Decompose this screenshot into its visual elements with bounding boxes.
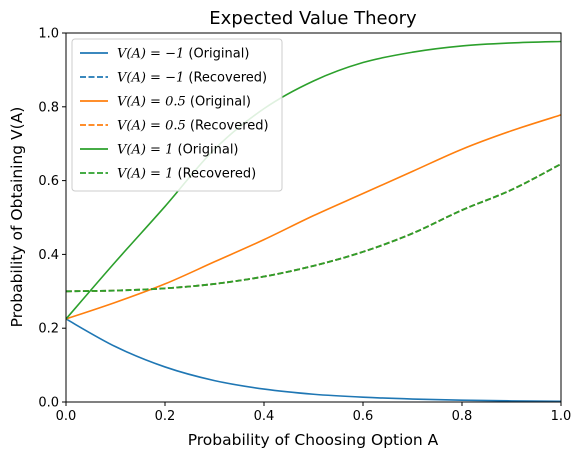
x-tick-label: 0.4 [254,409,275,424]
legend-item: V(A) = 1 (Recovered) [80,167,256,182]
legend-label-math: V(A) = 1 [117,143,173,158]
x-axis: 0.0 0.2 0.4 0.6 0.8 1.0 [56,402,572,424]
legend-item: V(A) = 0.5 (Original) [80,95,251,110]
legend-label-math: V(A) = 1 [117,167,173,182]
legend-frame [71,38,283,192]
x-tick-label: 1.0 [551,409,572,424]
x-tick-label: 0.8 [452,409,473,424]
x-tick-label: 0.2 [155,409,176,424]
legend-label-math: V(A) = 0.5 [117,119,186,134]
axes-frame [65,32,562,403]
legend-label-suffix: (Recovered) [184,71,267,86]
y-tick-label: 1.0 [38,27,59,42]
legend: V(A) = −1 (Original)V(A) = −1 (Recovered… [71,38,283,192]
y-tick-label: 0.4 [38,248,59,263]
legend-label-math: V(A) = −1 [117,71,184,86]
y-axis: 0.0 0.2 0.4 0.6 0.8 1.0 [38,27,66,411]
legend-item: V(A) = −1 (Recovered) [80,71,267,86]
legend-label: V(A) = −1 (Original) [117,47,249,62]
legend-label-suffix: (Original) [184,47,249,62]
y-axis-label: Probability of Obtaining V(A) [8,107,26,328]
legend-item: V(A) = −1 (Original) [80,47,249,62]
x-tick-label: 0.0 [56,409,77,424]
y-tick-label: 0.2 [38,322,59,337]
legend-item: V(A) = 0.5 (Recovered) [80,119,269,134]
legend-label-math: V(A) = −1 [117,47,184,62]
series-line-6 [65,163,562,293]
series-line-1 [65,318,562,403]
legend-label: V(A) = −1 (Recovered) [117,71,267,86]
series-line-5 [65,40,562,320]
x-tick-label: 0.6 [353,409,374,424]
legend-label: V(A) = 0.5 (Original) [117,95,251,110]
chart-title: Expected Value Theory [209,8,417,29]
legend-label-math: V(A) = 0.5 [117,95,186,110]
x-axis-label: Probability of Choosing Option A [188,431,439,449]
legend-label: V(A) = 1 (Recovered) [117,167,256,182]
y-tick-label: 0.8 [38,100,59,115]
series-line-3 [65,114,562,320]
legend-label-suffix: (Original) [173,143,238,158]
legend-label: V(A) = 1 (Original) [117,143,239,158]
legend-label-suffix: (Recovered) [186,119,269,134]
legend-label-suffix: (Original) [186,95,251,110]
legend-item: V(A) = 1 (Original) [80,143,239,158]
series-layer [65,40,562,403]
legend-label-suffix: (Recovered) [173,167,256,182]
y-tick-label: 0.0 [38,396,59,411]
legend-label: V(A) = 0.5 (Recovered) [117,119,269,134]
y-tick-label: 0.6 [38,174,59,189]
